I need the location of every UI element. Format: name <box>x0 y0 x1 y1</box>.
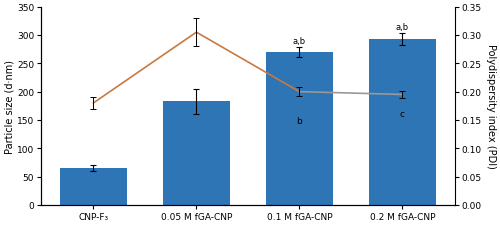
Y-axis label: Polydispersity index (PDI): Polydispersity index (PDI) <box>486 44 496 169</box>
Bar <box>369 40 436 205</box>
Y-axis label: Particle size (d·nm): Particle size (d·nm) <box>4 60 14 153</box>
Text: a,b: a,b <box>293 37 306 46</box>
Text: a,b: a,b <box>396 23 409 32</box>
Bar <box>266 53 333 205</box>
Bar <box>60 168 127 205</box>
Text: b: b <box>296 117 302 126</box>
Bar <box>163 102 230 205</box>
Text: c: c <box>400 110 405 119</box>
